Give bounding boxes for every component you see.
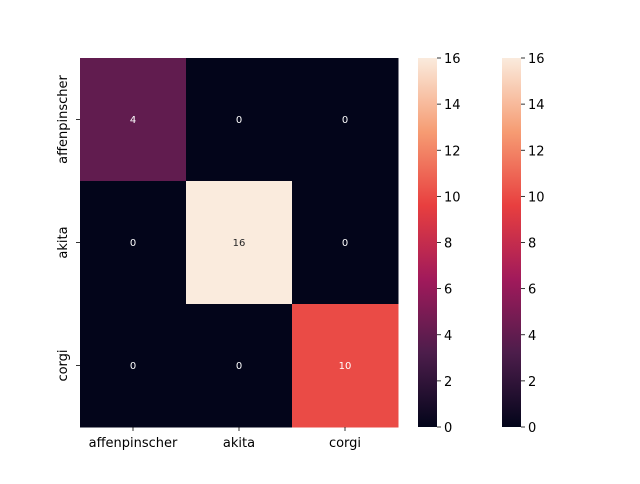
heatmap-cells — [80, 58, 399, 428]
cell-value-label: 0 — [342, 238, 348, 249]
y-tick-label: corgi — [56, 349, 71, 381]
colorbar-gradient — [418, 58, 437, 427]
heatmap-cell — [292, 304, 399, 428]
colorbar-tick-label: 4 — [444, 329, 452, 344]
colorbar-tick-label: 2 — [528, 375, 536, 390]
colorbar-tick-label: 8 — [528, 237, 536, 252]
cell-value-label: 0 — [130, 238, 136, 249]
cell-value-label: 16 — [233, 238, 246, 249]
colorbar-tick-label: 8 — [444, 237, 452, 252]
colorbar-tick-label: 2 — [444, 375, 452, 390]
y-tick-label: akita — [56, 226, 71, 258]
heatmap-cell — [186, 181, 293, 305]
colorbar-tick-label: 16 — [528, 52, 545, 67]
colorbar-tick-label: 10 — [444, 190, 461, 205]
colorbar-2: 0 2 4 6 8 10 12 14 16 — [502, 52, 545, 436]
heatmap-cell — [80, 58, 187, 182]
x-tick-label: affenpinscher — [89, 436, 178, 451]
cell-value-label: 10 — [339, 361, 352, 372]
colorbar-tick-label: 10 — [528, 190, 545, 205]
cell-value-label: 0 — [236, 361, 242, 372]
colorbar-tick-label: 4 — [528, 329, 536, 344]
y-axis: affenpinscher akita corgi — [56, 74, 80, 382]
colorbar-tick-label: 0 — [444, 421, 452, 436]
heatmap-cell — [292, 58, 399, 182]
heatmap-cell — [186, 58, 293, 182]
heatmap-cell — [292, 181, 399, 305]
colorbar-tick-label: 12 — [528, 144, 545, 159]
cell-value-label: 0 — [130, 361, 136, 372]
colorbar-tick-label: 0 — [528, 421, 536, 436]
x-axis: affenpinscher akita corgi — [89, 427, 361, 451]
heatmap-cell — [80, 181, 187, 305]
cell-value-label: 0 — [342, 115, 348, 126]
colorbar-tick-label: 14 — [444, 98, 461, 113]
cell-value-label: 4 — [130, 115, 136, 126]
colorbar-gradient — [502, 58, 521, 427]
colorbar-tick-label: 14 — [528, 98, 545, 113]
x-tick-label: corgi — [329, 436, 361, 451]
cell-value-label: 0 — [236, 115, 242, 126]
colorbar-tick-label: 12 — [444, 144, 461, 159]
colorbar-tick-label: 16 — [444, 52, 461, 67]
x-tick-label: akita — [223, 436, 255, 451]
heatmap-cell-labels: 4 0 0 0 16 0 0 0 10 — [130, 115, 352, 372]
colorbar-tick-label: 6 — [444, 283, 452, 298]
heatmap-cell — [186, 304, 293, 428]
y-tick-label: affenpinscher — [56, 74, 71, 163]
colorbar-tick-label: 6 — [528, 283, 536, 298]
heatmap-cell — [80, 304, 187, 428]
colorbar-1: 0 2 4 6 8 10 12 14 16 — [418, 52, 461, 436]
